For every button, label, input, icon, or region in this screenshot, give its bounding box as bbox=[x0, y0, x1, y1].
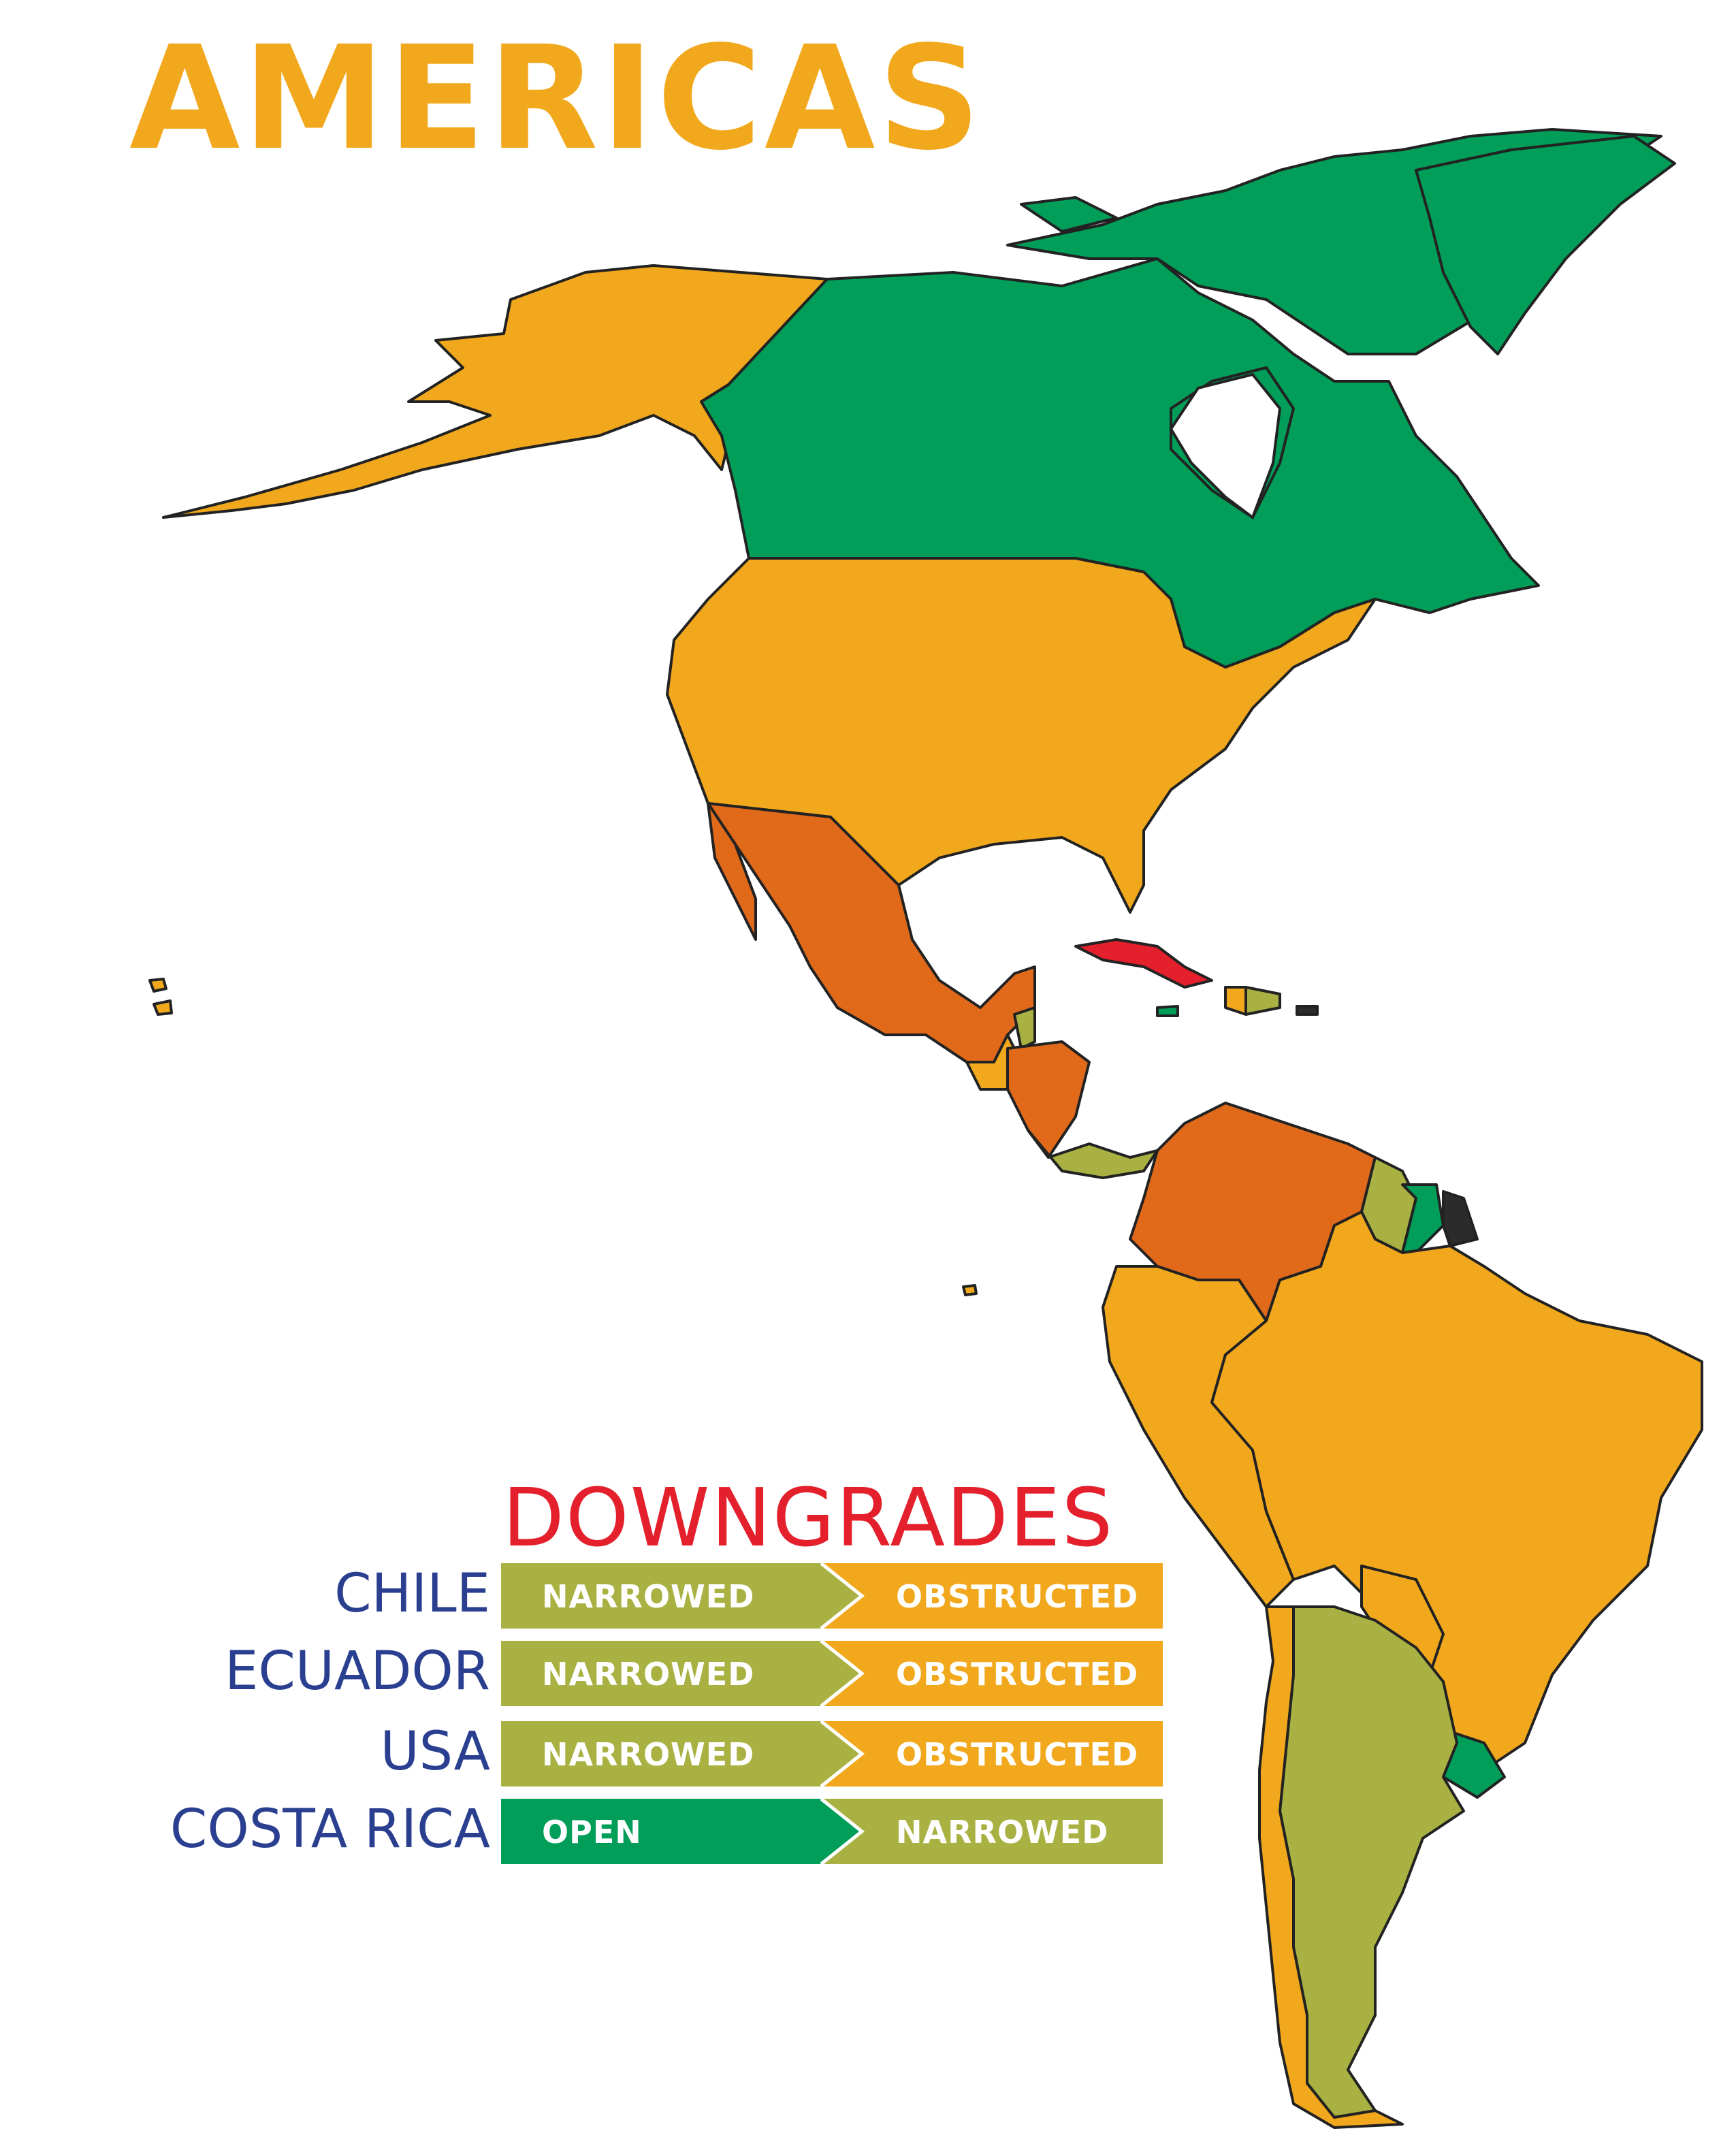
region-baja bbox=[707, 802, 757, 941]
legend-to-label: OBSTRUCTED bbox=[896, 1736, 1139, 1773]
region-canada bbox=[700, 257, 1540, 669]
legend-row: COSTA RICA OPEN NARROWED bbox=[0, 1799, 1164, 1870]
legend-heading: DOWNGRADES bbox=[502, 1471, 1114, 1565]
region-puerto-rico bbox=[1296, 1005, 1319, 1016]
region-galapagos bbox=[962, 1284, 978, 1296]
legend-country-label: COSTA RICA bbox=[170, 1799, 490, 1860]
legend-row: ECUADOR NARROWED OBSTRUCTED bbox=[0, 1641, 1164, 1712]
legend-to-segment bbox=[821, 1721, 1163, 1786]
legend-from-label: NARROWED bbox=[542, 1656, 755, 1693]
legend-from-segment bbox=[501, 1799, 862, 1864]
legend-from-label: OPEN bbox=[542, 1814, 642, 1850]
legend-to-label: NARROWED bbox=[896, 1814, 1109, 1850]
legend-arrow-divider bbox=[820, 1563, 865, 1629]
region-chile bbox=[1258, 1605, 1404, 2129]
region-jamaica bbox=[1156, 1005, 1179, 1017]
region-cuba bbox=[1074, 938, 1213, 989]
legend-arrow-divider bbox=[820, 1799, 865, 1864]
legend-arrow-divider bbox=[820, 1721, 865, 1786]
legend-to-label: OBSTRUCTED bbox=[896, 1578, 1139, 1615]
region-hawaii bbox=[148, 978, 173, 1016]
legend-bar bbox=[501, 1563, 1163, 1629]
region-northern-islands bbox=[1415, 135, 1676, 355]
legend-to-label: OBSTRUCTED bbox=[896, 1656, 1139, 1693]
legend-to-segment bbox=[821, 1563, 1163, 1629]
page-title: AMERICAS bbox=[129, 15, 984, 182]
legend-row: CHILE NARROWED OBSTRUCTED bbox=[0, 1563, 1164, 1634]
region-french-guiana bbox=[1442, 1190, 1479, 1247]
legend-from-segment bbox=[501, 1641, 862, 1706]
region-haiti bbox=[1224, 986, 1247, 1016]
legend-from-label: NARROWED bbox=[542, 1578, 755, 1615]
region-alaska bbox=[162, 264, 829, 519]
legend-bar bbox=[501, 1721, 1163, 1786]
legend-country-label: CHILE bbox=[334, 1563, 490, 1624]
legend-bar bbox=[501, 1641, 1163, 1706]
region-honduras-nicaragua bbox=[1006, 1040, 1091, 1159]
legend-country-label: ECUADOR bbox=[225, 1641, 490, 1702]
legend-bar bbox=[501, 1799, 1163, 1864]
legend-from-label: NARROWED bbox=[542, 1736, 755, 1773]
legend-country-label: USA bbox=[380, 1721, 490, 1782]
legend-row: USA NARROWED OBSTRUCTED bbox=[0, 1721, 1164, 1792]
region-brazil bbox=[1210, 1211, 1703, 1772]
hudson-bay bbox=[1169, 372, 1282, 520]
legend-to-segment bbox=[821, 1799, 1163, 1864]
region-dominican-republic bbox=[1244, 986, 1281, 1016]
legend-from-segment bbox=[501, 1563, 862, 1629]
legend-to-segment bbox=[821, 1641, 1163, 1706]
legend-from-segment bbox=[501, 1721, 862, 1786]
legend-arrow-divider bbox=[820, 1641, 865, 1706]
region-belize bbox=[1013, 1006, 1036, 1050]
